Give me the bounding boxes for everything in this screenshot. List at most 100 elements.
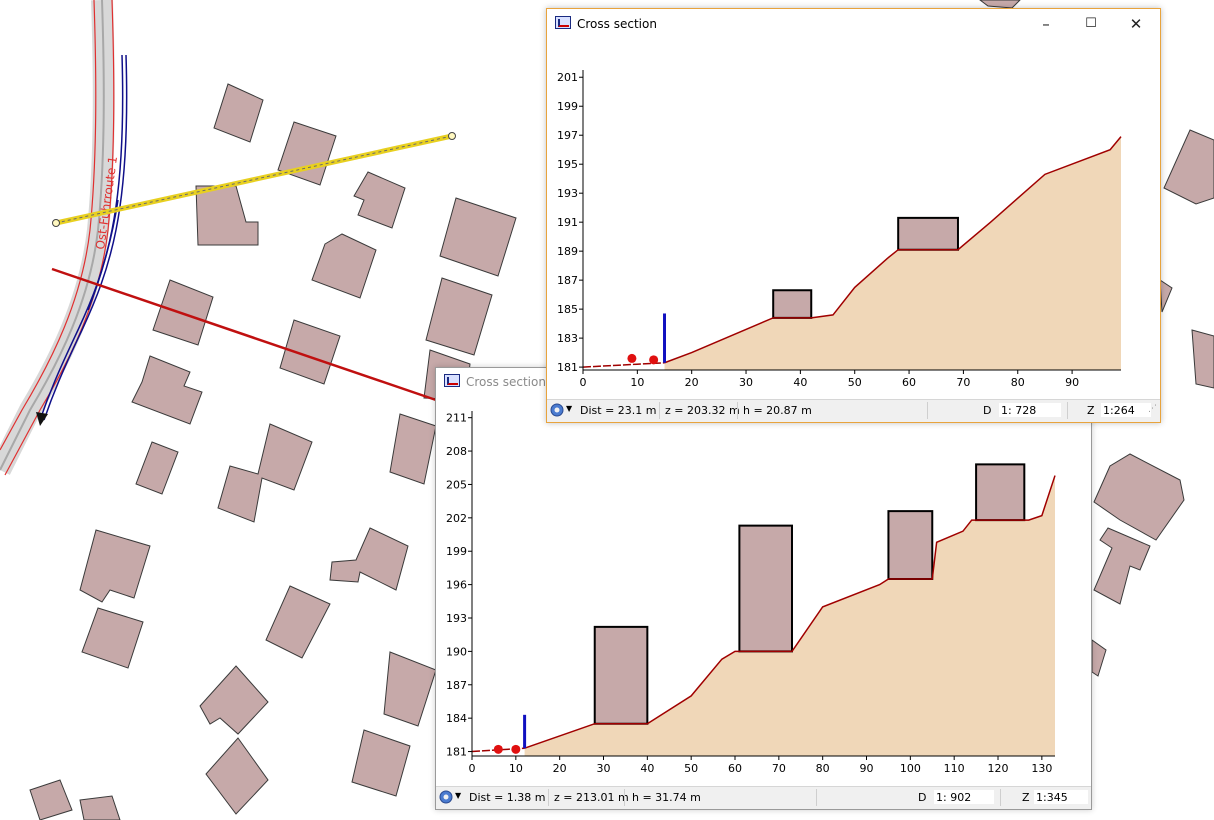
d-scale-value: 1: 728 — [1001, 404, 1037, 417]
x-tick-label: 30 — [597, 762, 611, 775]
road — [0, 0, 115, 476]
terrain-line — [664, 136, 1122, 364]
section-line-yellow[interactable] — [52, 132, 456, 227]
cross-section-window-2: Cross section 181 184 187 190 193 196 199 202 20… — [435, 367, 1092, 810]
point-marker — [627, 353, 637, 363]
y-tick-label: 187 — [557, 274, 578, 287]
y-tick-label: 193 — [446, 612, 467, 625]
x-tick-label: 90 — [1065, 376, 1079, 389]
section-end-handle[interactable] — [448, 132, 456, 140]
point-marker — [649, 355, 659, 365]
cross-section-window-1: Cross section – ☐ ✕ 181 183 185 187 189 191 19… — [546, 8, 1161, 423]
y-tick-label: 211 — [446, 412, 467, 425]
x-tick-label: 110 — [944, 762, 965, 775]
status-bar: ▼ Dist = 1.38 m z = 213.01 m h = 31.74 m… — [436, 786, 1091, 809]
z-scale-value: 1:264 — [1103, 404, 1135, 417]
settings-gear-icon[interactable] — [549, 402, 565, 418]
status-z: z = 203.32 m — [665, 404, 740, 417]
section-line-red[interactable] — [51, 267, 437, 402]
title-bar[interactable]: Cross section – ☐ ✕ — [547, 9, 1160, 39]
z-scale-field[interactable] — [1101, 403, 1151, 417]
y-tick-label: 189 — [557, 245, 578, 258]
status-z: z = 213.01 m — [554, 791, 629, 804]
y-tick-label: 195 — [557, 158, 578, 171]
y-tick-label: 199 — [446, 545, 467, 558]
x-tick-label: 130 — [1031, 762, 1052, 775]
z-scale-value: 1:345 — [1036, 791, 1068, 804]
buildings — [29, 0, 1214, 820]
y-tick-label: 190 — [446, 645, 467, 658]
terrain-line — [524, 475, 1056, 749]
settings-gear-icon[interactable] — [438, 789, 454, 805]
x-tick-label: 0 — [580, 376, 587, 389]
cross-section-plot[interactable]: 181 183 185 187 189 191 193 195 197 199 201 0 10 20 30… — [547, 40, 1160, 401]
x-tick-label: 30 — [739, 376, 753, 389]
resize-grip-icon[interactable]: ⋰ — [1148, 404, 1157, 414]
cross-section-plot[interactable]: 181 184 187 190 193 196 199 202 205 208 211 0 10 20 30… — [436, 396, 1091, 788]
point-marker — [493, 744, 503, 754]
window-title: Cross section — [577, 17, 657, 31]
chevron-down-icon[interactable]: ▼ — [455, 791, 462, 800]
route-line[interactable] — [36, 54, 128, 426]
x-tick-label: 0 — [469, 762, 476, 775]
terrain-area — [524, 475, 1055, 756]
z-scale-label: Z — [1022, 791, 1030, 804]
ground-line — [582, 362, 665, 368]
x-tick-label: 20 — [685, 376, 699, 389]
close-button[interactable]: ✕ — [1129, 15, 1143, 33]
x-tick-label: 70 — [956, 376, 970, 389]
d-scale-label: D — [983, 404, 992, 417]
x-tick-label: 60 — [902, 376, 916, 389]
y-tick-label: 202 — [446, 512, 467, 525]
status-h: h = 31.74 m — [632, 791, 701, 804]
y-tick-label: 205 — [446, 478, 467, 491]
x-tick-label: 50 — [684, 762, 698, 775]
x-tick-label: 20 — [553, 762, 567, 775]
y-tick-label: 191 — [557, 216, 578, 229]
y-tick-label: 183 — [557, 332, 578, 345]
building-bar — [738, 524, 793, 653]
building-bar — [772, 289, 813, 319]
x-tick-label: 120 — [988, 762, 1009, 775]
status-h: h = 20.87 m — [743, 404, 812, 417]
section-start-handle[interactable] — [52, 219, 60, 227]
x-tick-label: 90 — [860, 762, 874, 775]
x-tick-label: 70 — [772, 762, 786, 775]
building-bar — [975, 463, 1026, 522]
cross-section-chart[interactable]: 181 184 187 190 193 196 199 202 205 208 211 0 10 20 30… — [436, 396, 1091, 788]
x-tick-label: 50 — [848, 376, 862, 389]
direction-arrow-icon — [36, 412, 48, 426]
x-tick-label: 80 — [1011, 376, 1025, 389]
z-scale-field[interactable] — [1034, 790, 1088, 804]
z-scale-label: Z — [1087, 404, 1095, 417]
x-tick-label: 10 — [630, 376, 644, 389]
terrain-area — [664, 136, 1121, 370]
cross-section-app-icon — [444, 374, 460, 387]
d-scale-label: D — [918, 791, 927, 804]
window-title: Cross section — [466, 375, 546, 389]
building-bar — [593, 625, 649, 725]
minimize-button[interactable]: – — [1042, 15, 1050, 33]
building-bar — [887, 510, 934, 581]
x-tick-label: 40 — [640, 762, 654, 775]
y-tick-label: 193 — [557, 187, 578, 200]
d-scale-field[interactable] — [934, 790, 994, 804]
x-tick-label: 10 — [509, 762, 523, 775]
maximize-button[interactable]: ☐ — [1085, 16, 1097, 31]
chevron-down-icon[interactable]: ▼ — [566, 404, 573, 413]
point-marker — [511, 744, 521, 754]
x-tick-label: 40 — [793, 376, 807, 389]
y-tick-label: 201 — [557, 71, 578, 84]
y-tick-label: 185 — [557, 303, 578, 316]
d-scale-value: 1: 902 — [936, 791, 972, 804]
d-scale-field[interactable] — [999, 403, 1061, 417]
y-tick-label: 187 — [446, 679, 467, 692]
status-dist: Dist = 1.38 m — [469, 791, 546, 804]
x-tick-label: 60 — [728, 762, 742, 775]
y-tick-label: 181 — [557, 361, 578, 374]
cross-section-chart[interactable]: 181 183 185 187 189 191 193 195 197 199 201 0 10 20 30… — [547, 40, 1160, 401]
y-tick-label: 208 — [446, 445, 467, 458]
x-tick-label: 100 — [900, 762, 921, 775]
building-bar — [897, 216, 959, 251]
